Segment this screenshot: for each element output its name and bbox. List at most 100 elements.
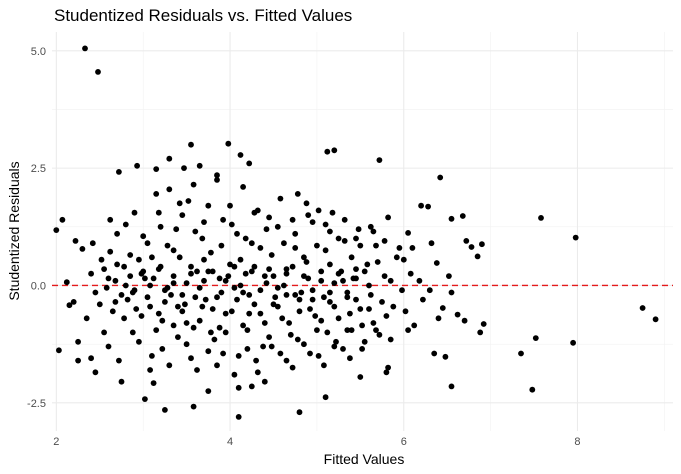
data-point	[170, 322, 177, 329]
data-point	[335, 315, 342, 322]
data-point	[208, 329, 214, 336]
data-point	[194, 268, 200, 275]
data-point	[266, 266, 272, 272]
data-point	[341, 216, 348, 223]
data-point	[353, 266, 359, 272]
data-point	[266, 334, 272, 340]
data-point	[373, 327, 379, 333]
data-point	[327, 228, 333, 235]
x-axis-title: Fitted Values	[324, 451, 405, 467]
data-point	[348, 254, 355, 261]
data-point	[218, 289, 225, 296]
data-point	[209, 268, 216, 275]
data-point	[315, 353, 322, 359]
data-point	[381, 273, 388, 279]
data-point	[309, 287, 316, 294]
data-point	[136, 338, 142, 345]
data-point	[170, 280, 177, 286]
data-point	[435, 315, 442, 322]
data-point	[118, 292, 125, 298]
data-point	[162, 287, 168, 294]
data-point	[83, 315, 90, 322]
x-axis-ticks: 2 4 6 8	[53, 436, 580, 448]
data-point	[164, 242, 171, 249]
data-point	[136, 256, 142, 263]
data-point	[270, 301, 277, 308]
data-point	[400, 256, 407, 263]
data-point	[183, 320, 190, 326]
y-axis-title: Studentized Residuals	[6, 161, 22, 300]
data-point	[222, 310, 229, 317]
data-point	[248, 383, 255, 390]
data-point	[121, 263, 127, 270]
data-point	[214, 362, 220, 369]
data-point	[166, 362, 173, 369]
y-tick-label: 0.0	[31, 280, 46, 292]
data-point	[188, 355, 194, 362]
data-point	[101, 329, 107, 336]
data-point	[474, 253, 481, 260]
x-tick-label: 8	[574, 436, 580, 448]
data-point	[122, 282, 129, 289]
data-point	[448, 289, 455, 296]
data-point	[331, 147, 338, 154]
data-point	[228, 221, 235, 228]
data-point	[222, 277, 229, 284]
data-point	[92, 369, 99, 376]
data-point	[176, 200, 183, 207]
data-point	[390, 303, 397, 310]
data-point	[393, 254, 400, 261]
data-point	[257, 310, 264, 317]
data-point	[347, 310, 353, 317]
major-grid	[52, 32, 673, 431]
data-point	[70, 299, 77, 305]
data-point	[314, 242, 320, 249]
data-point	[188, 270, 194, 277]
data-point	[150, 380, 157, 386]
data-point	[205, 348, 212, 355]
data-point	[237, 256, 244, 263]
data-point	[114, 261, 120, 268]
data-point	[234, 230, 240, 237]
data-point	[98, 256, 105, 263]
data-point	[179, 308, 186, 315]
data-point	[344, 294, 351, 301]
data-point	[327, 289, 333, 296]
data-point	[327, 261, 333, 268]
data-point	[396, 245, 403, 251]
data-point	[155, 310, 162, 317]
data-point	[202, 296, 209, 303]
data-point	[274, 223, 281, 230]
data-point	[431, 350, 438, 357]
data-point	[277, 350, 284, 357]
data-point	[121, 315, 127, 322]
data-point	[237, 152, 244, 158]
data-point	[344, 289, 351, 296]
data-point	[479, 241, 485, 248]
data-point	[329, 209, 336, 216]
data-point	[283, 357, 290, 364]
data-point	[196, 284, 203, 291]
data-point	[341, 238, 348, 244]
data-point	[240, 289, 247, 296]
data-point	[56, 347, 62, 354]
data-point	[214, 177, 220, 183]
data-point	[340, 346, 346, 352]
data-point	[149, 353, 155, 359]
data-point	[289, 263, 296, 270]
y-tick-label: -2.5	[27, 398, 46, 410]
data-point	[185, 198, 192, 204]
data-point	[296, 296, 303, 303]
data-point	[309, 219, 316, 226]
data-point	[118, 378, 125, 385]
data-point	[133, 306, 140, 312]
data-point	[240, 184, 247, 190]
data-point	[277, 195, 284, 202]
data-point	[227, 202, 233, 209]
data-point	[112, 277, 119, 284]
data-point	[307, 350, 313, 357]
data-point	[209, 306, 216, 312]
data-point	[240, 322, 247, 329]
data-point	[166, 186, 173, 193]
data-point	[468, 244, 475, 250]
